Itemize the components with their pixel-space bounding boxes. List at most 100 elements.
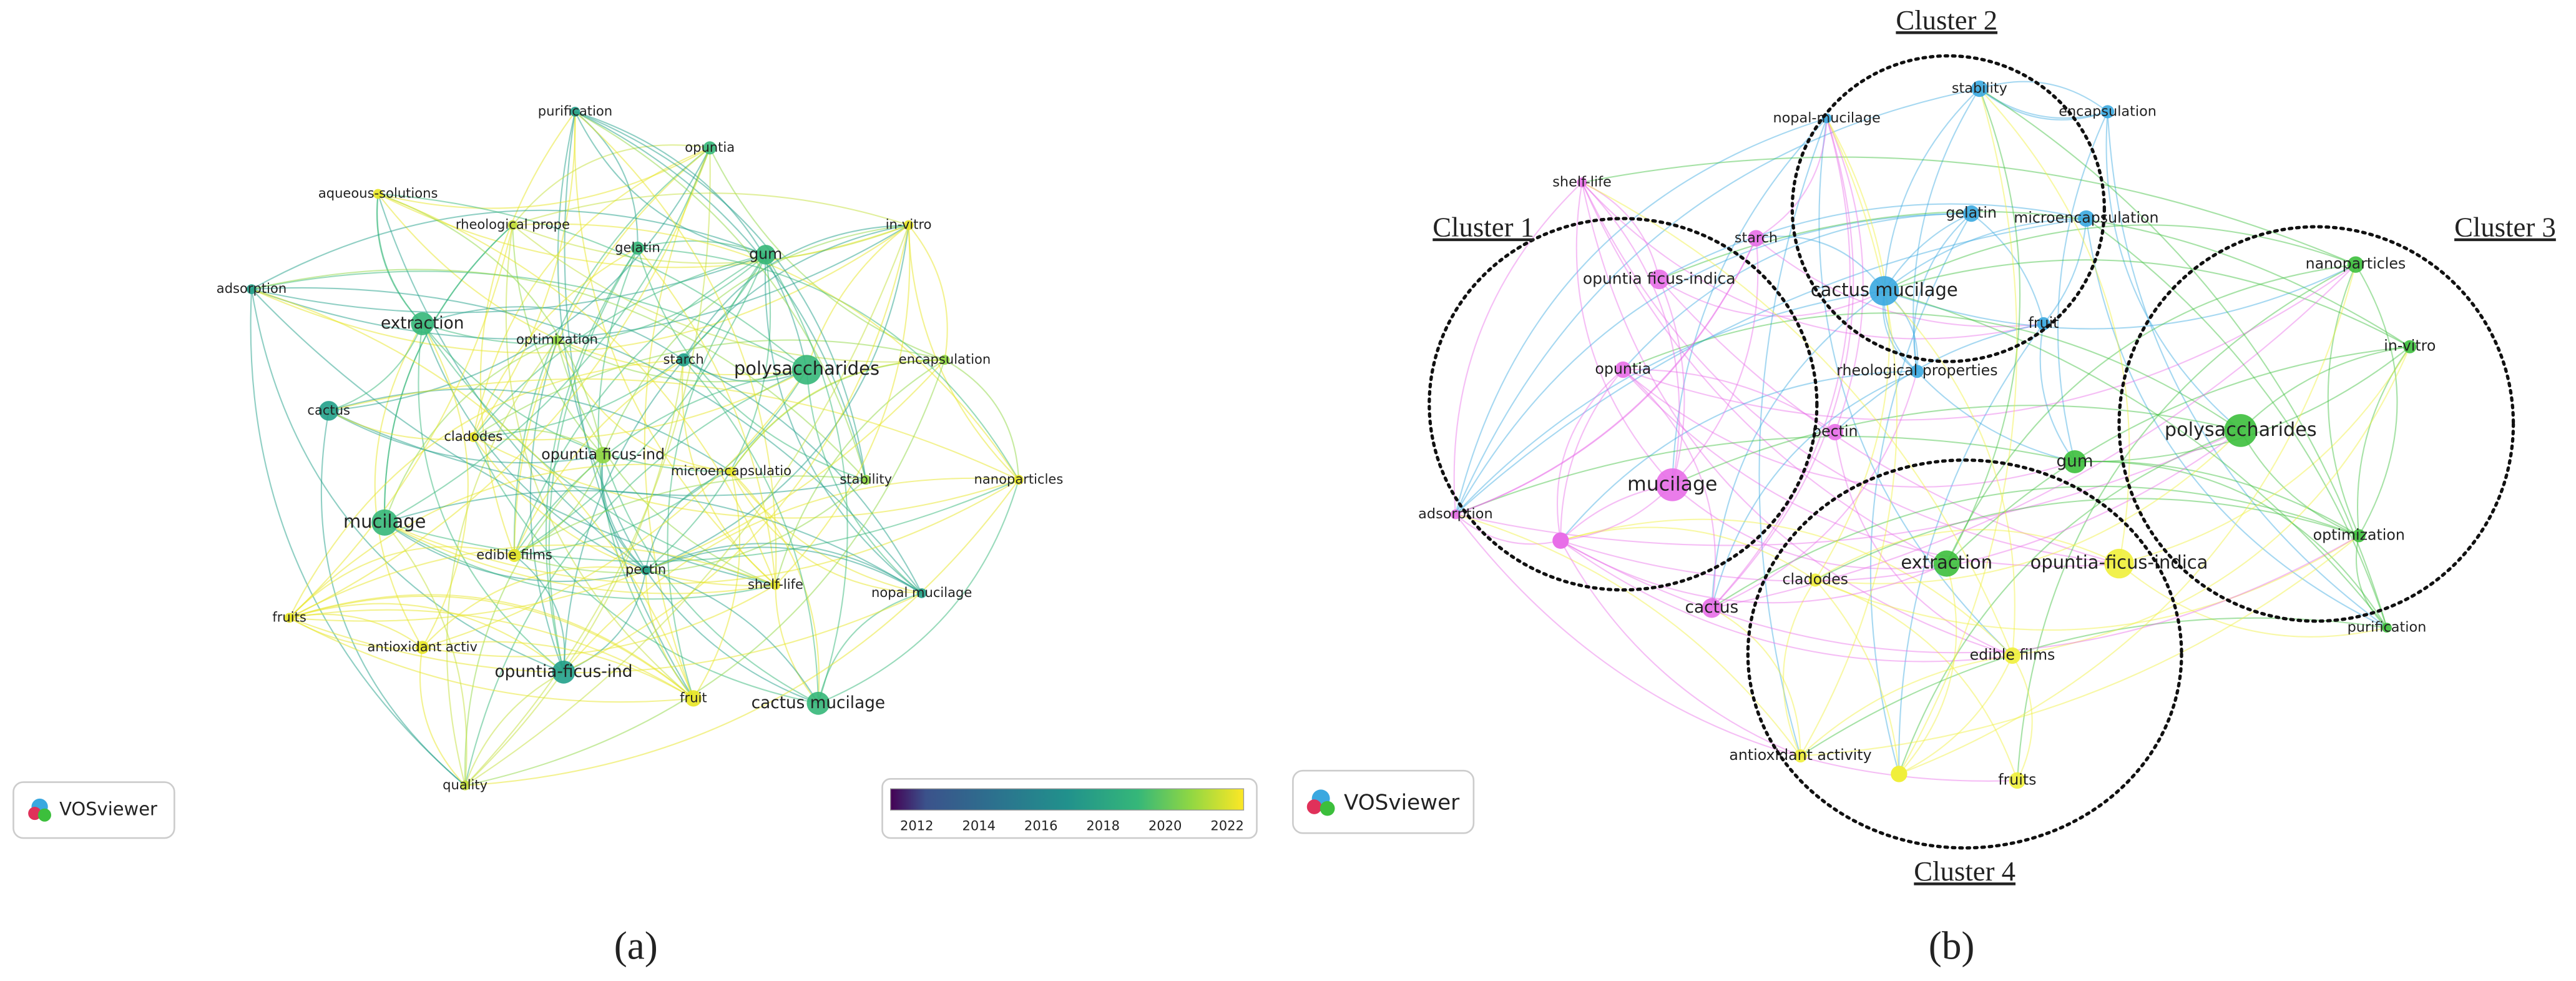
node [507, 220, 518, 230]
panel-label: (b) [1929, 924, 1975, 968]
edge [251, 287, 923, 594]
edge [1455, 290, 1884, 515]
edge [1756, 235, 1885, 292]
edge [1912, 88, 1981, 372]
node [595, 446, 612, 464]
edge [1582, 182, 1660, 280]
edge [376, 194, 423, 325]
edge [1979, 81, 2108, 112]
edge [1884, 264, 2356, 330]
node [371, 509, 398, 536]
edge [422, 306, 684, 361]
node-label: polysaccharides [734, 358, 879, 379]
edge [251, 254, 766, 313]
logo-text: VOSviewer [1344, 790, 1460, 815]
edge [645, 546, 923, 594]
logo-text: VOSviewer [59, 798, 157, 819]
node [1910, 365, 1924, 378]
node [284, 613, 295, 623]
node-label: polysaccharides [2165, 419, 2317, 441]
edge [512, 144, 710, 226]
edge [1712, 371, 1918, 609]
edge [1658, 279, 1885, 317]
edge [1658, 210, 2411, 348]
node [2104, 548, 2134, 579]
edge [1455, 217, 2087, 515]
edge [2074, 460, 2387, 628]
node-label: pectin [625, 561, 666, 577]
edge [422, 369, 808, 648]
node [1702, 598, 1722, 618]
edge [1455, 238, 1757, 515]
edge [374, 323, 423, 648]
edge [556, 340, 776, 586]
edge [1672, 238, 1759, 486]
edge [1622, 213, 1972, 370]
edge [251, 209, 766, 290]
edge [512, 225, 604, 456]
edge [512, 224, 945, 363]
node-label: extraction [381, 314, 464, 333]
edge [1826, 118, 1864, 433]
edge [473, 369, 807, 441]
edge [1622, 264, 2356, 421]
edge [512, 224, 909, 264]
node-label: mucilage [343, 511, 426, 532]
edge [1898, 323, 2044, 774]
edge [764, 254, 923, 594]
node [416, 641, 429, 654]
edge [1455, 514, 2017, 782]
edge [419, 647, 466, 786]
edge [1672, 117, 1828, 485]
node [677, 353, 690, 367]
edge [251, 288, 694, 699]
edge [1672, 484, 1947, 569]
edge [683, 359, 923, 594]
node [939, 355, 950, 365]
colorbar-tick-label: 2022 [1210, 818, 1244, 834]
edge [288, 546, 515, 619]
node-label: fruits [272, 609, 306, 624]
edge [464, 359, 946, 786]
edge [1711, 118, 1854, 609]
edge [2107, 111, 2387, 629]
node [570, 107, 580, 117]
node [1552, 532, 1569, 549]
edge [1658, 279, 2120, 564]
edge [328, 323, 423, 412]
edge [1557, 369, 1624, 541]
node-label: cactus [307, 402, 350, 418]
edge [328, 410, 604, 464]
node-label: antioxidant activ [367, 639, 477, 654]
edge [645, 225, 909, 571]
edge [289, 147, 711, 619]
edge [289, 609, 694, 699]
node [1933, 550, 1960, 577]
edge [464, 455, 604, 786]
logo-icon [37, 808, 51, 822]
edge [1946, 264, 2356, 564]
edge [548, 247, 639, 673]
edge [730, 471, 820, 704]
edge [1455, 513, 1801, 757]
node [1963, 205, 1980, 222]
edge [464, 671, 564, 786]
edge [328, 410, 866, 496]
colorbar-gradient [890, 788, 1245, 811]
node [2352, 529, 2366, 543]
edge [1581, 182, 2120, 564]
edge [1560, 540, 1947, 604]
edge [421, 566, 646, 648]
node-label: nopal-mucilage [1773, 110, 1880, 126]
edge [2118, 346, 2411, 564]
edge [1581, 182, 1680, 485]
node-label: opuntia ficus-indica [1583, 269, 1736, 287]
node [791, 355, 822, 385]
edge [1800, 118, 1898, 757]
edge [1582, 156, 2356, 265]
edge [1884, 290, 2387, 628]
edge [2085, 218, 2387, 628]
edge [384, 479, 1019, 562]
edge [288, 225, 514, 619]
node [861, 475, 871, 485]
